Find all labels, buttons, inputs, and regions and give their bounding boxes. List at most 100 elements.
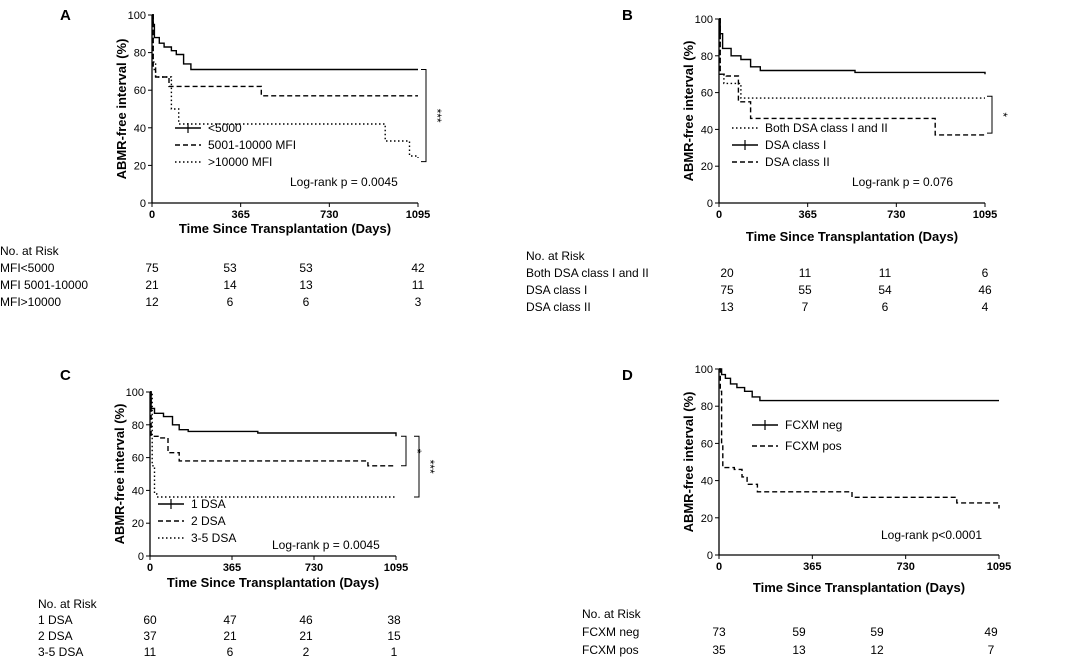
x-tick-label: 730 xyxy=(887,209,905,221)
series-line-1 xyxy=(152,14,418,97)
legend-entry: <5000 xyxy=(208,121,242,135)
y-tick-label: 20 xyxy=(132,518,144,530)
risk-table-value: 4 xyxy=(982,300,989,314)
risk-table-value: 6 xyxy=(227,295,234,309)
risk-table-title: No. at Risk xyxy=(526,249,586,263)
logrank-annotation: Log-rank p = 0.0045 xyxy=(272,538,380,552)
risk-table-value: 11 xyxy=(412,278,425,292)
x-tick-label: 365 xyxy=(231,209,249,221)
y-axis-label: ABMR-free interval (%) xyxy=(114,39,129,180)
risk-table-value: 21 xyxy=(223,629,237,643)
risk-table-row-label: MFI>10000 xyxy=(0,295,61,309)
risk-table-row-label: DSA class II xyxy=(526,300,591,314)
significance-label: * xyxy=(410,449,424,454)
panel-label: A xyxy=(60,7,71,24)
x-tick-label: 1095 xyxy=(973,209,997,221)
risk-table-value: 6 xyxy=(882,300,889,314)
risk-table-value: 6 xyxy=(982,266,989,280)
y-tick-label: 100 xyxy=(126,387,144,399)
y-tick-label: 60 xyxy=(134,85,146,97)
risk-table-value: 13 xyxy=(720,300,734,314)
y-tick-label: 20 xyxy=(134,160,146,172)
risk-table-value: 55 xyxy=(798,283,812,297)
risk-table-row-label: 3-5 DSA xyxy=(38,645,83,659)
risk-table-value: 1 xyxy=(391,645,398,659)
series-line-1 xyxy=(719,18,986,75)
risk-table-value: 13 xyxy=(299,278,313,292)
significance-label: *** xyxy=(423,460,437,474)
significance-bracket xyxy=(421,69,427,163)
risk-table-value: 12 xyxy=(145,295,159,309)
x-tick-label: 365 xyxy=(798,209,816,221)
y-axis-label: ABMR-free interval (%) xyxy=(112,404,127,545)
series-line-1 xyxy=(150,391,396,467)
y-tick-label: 20 xyxy=(701,513,713,525)
x-tick-label: 0 xyxy=(716,561,722,573)
risk-table-title: No. at Risk xyxy=(38,597,98,611)
legend-entry: 5001-10000 MFI xyxy=(208,138,296,152)
series-line-2 xyxy=(150,391,396,498)
significance-bracket xyxy=(414,435,420,498)
x-tick-label: 0 xyxy=(716,209,722,221)
risk-table-value: 75 xyxy=(145,261,159,275)
risk-table-value: 6 xyxy=(303,295,310,309)
y-tick-label: 100 xyxy=(695,14,713,26)
y-tick-label: 80 xyxy=(134,48,146,60)
y-tick-label: 80 xyxy=(701,51,713,63)
y-tick-label: 80 xyxy=(701,401,713,413)
risk-table-value: 75 xyxy=(720,283,734,297)
y-tick-label: 60 xyxy=(701,88,713,100)
risk-table-title: No. at Risk xyxy=(0,244,60,258)
x-tick-label: 730 xyxy=(305,562,323,574)
risk-table-row-label: Both DSA class I and II xyxy=(526,266,649,280)
panel-b: B 0 20 40 60 80 100 0 365 730 1095 Time Since Trans… xyxy=(526,7,1010,314)
risk-table-value: 21 xyxy=(145,278,159,292)
legend-entry: 1 DSA xyxy=(191,497,226,511)
legend-entry: >10000 MFI xyxy=(208,155,272,169)
risk-table-value: 3 xyxy=(415,295,422,309)
series-line-0 xyxy=(719,18,985,99)
risk-table-value: 46 xyxy=(299,613,313,627)
x-axis-label: Time Since Transplantation (Days) xyxy=(167,575,379,590)
logrank-annotation: Log-rank p = 0.0045 xyxy=(290,175,398,189)
x-tick-label: 0 xyxy=(147,562,153,574)
y-axis-label: ABMR-free interval (%) xyxy=(681,41,696,182)
y-tick-label: 0 xyxy=(707,198,713,210)
significance-bracket xyxy=(401,435,407,467)
series-line-1 xyxy=(719,368,1000,509)
x-axis-label: Time Since Transplantation (Days) xyxy=(746,229,958,244)
y-tick-label: 0 xyxy=(138,551,144,563)
x-axis-label: Time Since Transplantation (Days) xyxy=(179,221,391,236)
panel-a: A 0 20 40 60 80 100 0 365 730 1095 Time Since Trans… xyxy=(0,7,444,309)
risk-table-row-label: 1 DSA xyxy=(38,613,73,627)
risk-table-value: 46 xyxy=(978,283,992,297)
risk-table-value: 53 xyxy=(299,261,313,275)
y-tick-label: 60 xyxy=(701,438,713,450)
risk-table-value: 42 xyxy=(411,261,425,275)
risk-table-value: 15 xyxy=(387,629,401,643)
series-line-2 xyxy=(719,18,985,136)
series-line-0 xyxy=(150,391,397,437)
risk-table-row-label: DSA class I xyxy=(526,283,587,297)
risk-table-row-label: FCXM neg xyxy=(582,625,639,639)
risk-table-row-label: FCXM pos xyxy=(582,643,639,657)
significance-label: *** xyxy=(430,109,444,123)
risk-table-value: 11 xyxy=(879,266,892,280)
risk-table-value: 54 xyxy=(878,283,892,297)
x-tick-label: 1095 xyxy=(384,562,408,574)
risk-table-value: 53 xyxy=(223,261,237,275)
y-tick-label: 40 xyxy=(134,123,146,135)
legend-entry: FCXM neg xyxy=(785,418,842,432)
risk-table-value: 59 xyxy=(870,625,884,639)
y-tick-label: 40 xyxy=(701,476,713,488)
x-tick-label: 1095 xyxy=(987,561,1011,573)
panel-label: C xyxy=(60,367,71,384)
panel-label: D xyxy=(622,367,633,384)
legend-entry: 3-5 DSA xyxy=(191,531,236,545)
legend-entry: DSA class I xyxy=(765,138,826,152)
series-line-0 xyxy=(152,14,418,71)
x-tick-label: 730 xyxy=(896,561,914,573)
risk-table-row-label: MFI<5000 xyxy=(0,261,55,275)
risk-table-value: 12 xyxy=(870,643,884,657)
y-tick-label: 40 xyxy=(701,124,713,136)
